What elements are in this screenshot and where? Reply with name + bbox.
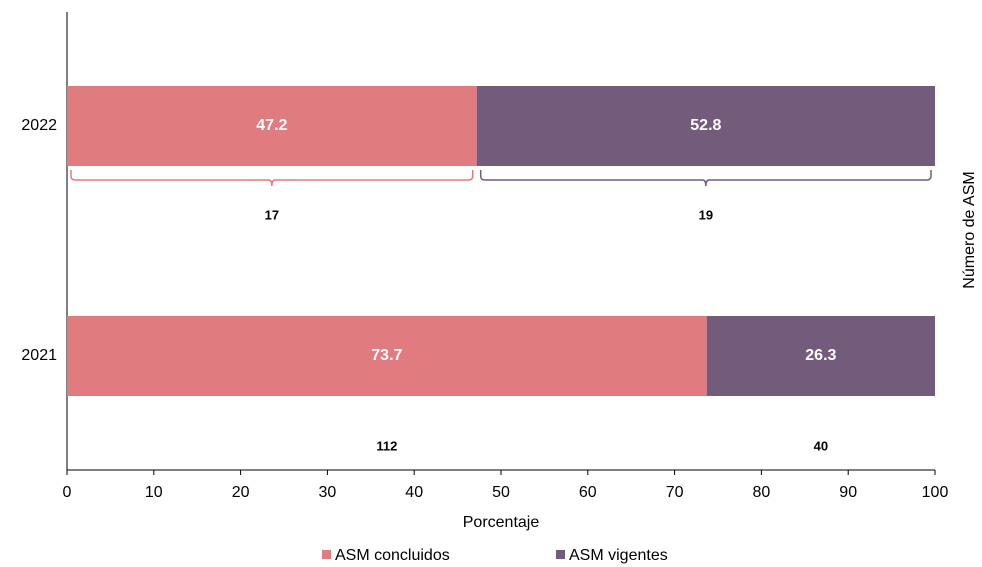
bar-segment [476,86,935,166]
x-tick-label: 40 [405,484,423,501]
bracket [479,170,932,187]
x-tick-label: 100 [922,484,949,501]
x-tick-label: 20 [232,484,250,501]
x-tick-label: 10 [145,484,163,501]
x-tick-label: 90 [839,484,857,501]
legend-swatch [556,550,565,559]
legend-label: ASM concluidos [335,547,450,564]
legend-swatch [322,550,331,559]
value-label: 52.8 [690,117,721,134]
y-tick-label: 2022 [21,117,57,134]
x-tick-label: 60 [579,484,597,501]
bar-segment [67,316,707,396]
x-tick-label: 0 [63,484,72,501]
x-tick-label: 50 [492,484,510,501]
x-axis-title: Porcentaje [463,514,540,531]
x-tick-label: 80 [753,484,771,501]
count-label: 112 [376,438,397,453]
y2-axis-title: Número de ASM [961,171,978,288]
count-label: 19 [699,207,713,222]
bracket [70,170,474,187]
x-tick-label: 70 [666,484,684,501]
value-label: 26.3 [805,347,836,364]
value-label: 73.7 [371,347,402,364]
bar-segment [706,316,935,396]
value-label: 47.2 [256,117,287,134]
count-label: 40 [814,438,828,453]
x-tick-label: 30 [319,484,337,501]
legend-label: ASM vigentes [569,547,668,564]
y-tick-label: 2021 [21,347,57,364]
bar-segment [67,86,477,166]
count-label: 17 [265,207,279,222]
